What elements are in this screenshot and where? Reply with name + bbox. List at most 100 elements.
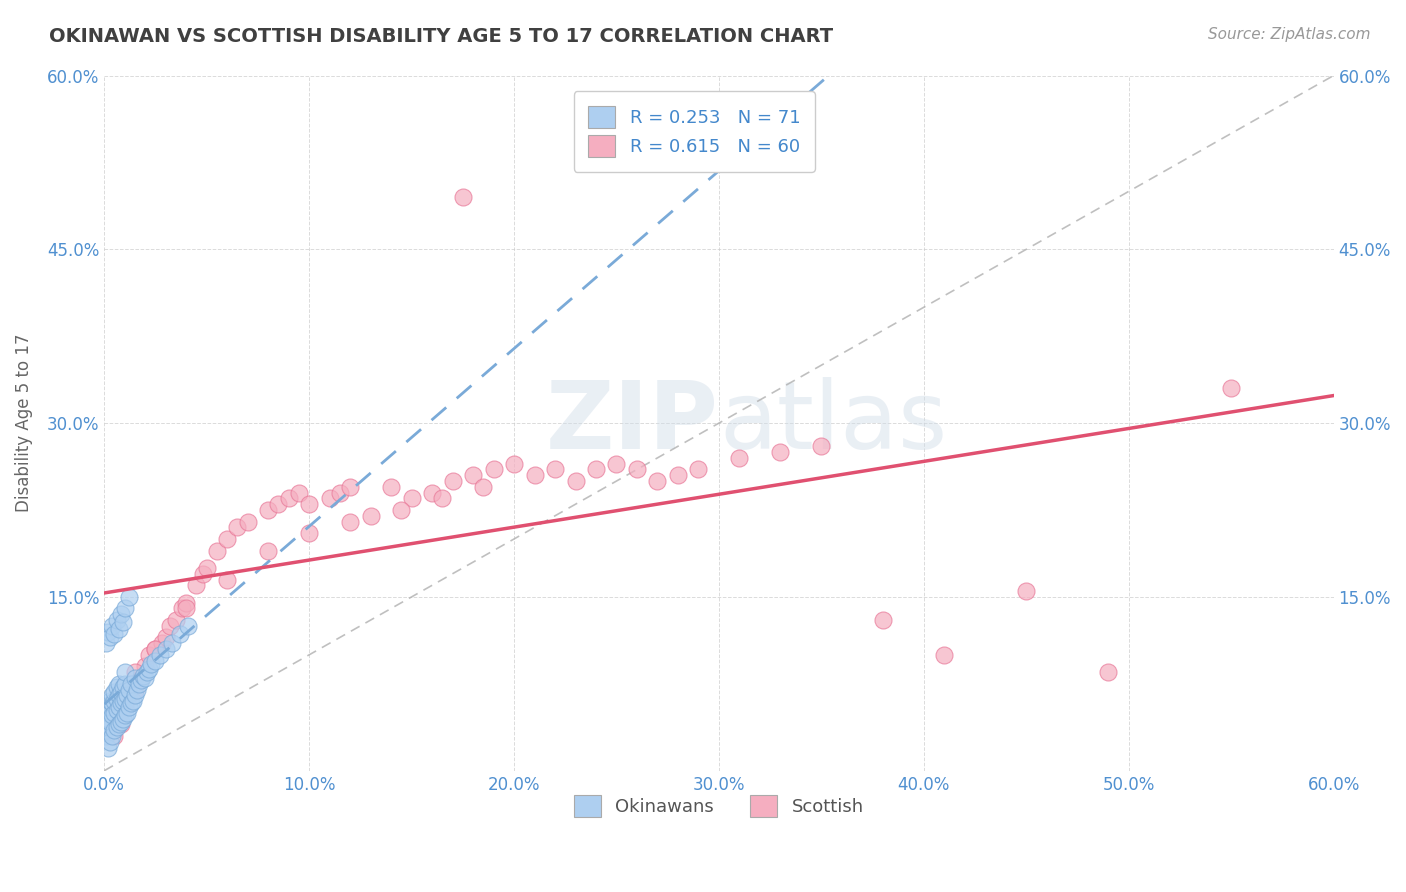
Point [389, 503, 412, 517]
Point [150, 636, 173, 650]
Point [103, 723, 125, 738]
Point [155, 642, 177, 657]
Point [191, 566, 214, 581]
Point [186, 578, 208, 592]
Point [564, 474, 586, 488]
Point [111, 712, 134, 726]
Point [129, 673, 152, 688]
Point [105, 703, 128, 717]
Point [96, 636, 118, 650]
Point [451, 190, 474, 204]
Point [148, 648, 170, 662]
Point [107, 717, 129, 731]
Point [100, 694, 122, 708]
Point [105, 691, 128, 706]
Point [277, 491, 299, 506]
Point [769, 445, 792, 459]
Point [103, 729, 125, 743]
Point [174, 596, 197, 610]
Point [155, 631, 177, 645]
Point [132, 668, 155, 682]
Point [585, 462, 607, 476]
Point [110, 717, 132, 731]
Point [97, 624, 120, 639]
Point [666, 468, 689, 483]
Point [267, 497, 290, 511]
Point [110, 714, 132, 729]
Point [165, 613, 187, 627]
Point [174, 601, 197, 615]
Point [97, 740, 120, 755]
Point [159, 619, 181, 633]
Point [105, 613, 128, 627]
Point [138, 662, 160, 676]
Point [236, 515, 259, 529]
Point [111, 694, 134, 708]
Point [124, 671, 146, 685]
Point [110, 685, 132, 699]
Point [544, 462, 567, 476]
Point [523, 468, 546, 483]
Point [111, 615, 134, 630]
Point [120, 677, 142, 691]
Point [1097, 665, 1119, 680]
Point [257, 543, 280, 558]
Point [101, 708, 124, 723]
Point [114, 708, 136, 723]
Point [128, 677, 150, 691]
Point [329, 485, 352, 500]
Point [934, 648, 956, 662]
Point [97, 706, 120, 720]
Point [169, 627, 191, 641]
Point [125, 682, 148, 697]
Point [360, 508, 382, 523]
Point [401, 491, 423, 506]
Point [114, 601, 136, 615]
Point [118, 590, 141, 604]
Point [339, 515, 361, 529]
Point [110, 697, 132, 711]
Point [145, 642, 167, 657]
Point [124, 689, 146, 703]
Point [298, 526, 321, 541]
Legend: Okinawans, Scottish: Okinawans, Scottish [567, 788, 872, 824]
Point [122, 694, 145, 708]
Point [111, 680, 134, 694]
Point [226, 520, 249, 534]
Point [288, 485, 311, 500]
Point [160, 636, 183, 650]
Point [441, 474, 464, 488]
Point [101, 619, 124, 633]
Point [100, 700, 122, 714]
Point [1015, 584, 1038, 599]
Text: OKINAWAN VS SCOTTISH DISABILITY AGE 5 TO 17 CORRELATION CHART: OKINAWAN VS SCOTTISH DISABILITY AGE 5 TO… [49, 27, 834, 45]
Text: atlas: atlas [718, 377, 948, 469]
Point [100, 735, 122, 749]
Point [115, 689, 138, 703]
Point [503, 457, 526, 471]
Point [115, 706, 138, 720]
Point [339, 480, 361, 494]
Point [97, 720, 120, 734]
Point [118, 700, 141, 714]
Point [177, 619, 200, 633]
Point [134, 671, 156, 685]
Point [107, 677, 129, 691]
Point [688, 462, 710, 476]
Point [134, 659, 156, 673]
Point [120, 697, 142, 711]
Text: Source: ZipAtlas.com: Source: ZipAtlas.com [1208, 27, 1371, 42]
Point [728, 450, 751, 465]
Point [129, 671, 152, 685]
Point [103, 627, 125, 641]
Point [482, 462, 505, 476]
Point [107, 700, 129, 714]
Point [145, 642, 167, 657]
Point [432, 491, 454, 506]
Point [105, 680, 128, 694]
Point [96, 717, 118, 731]
Point [461, 468, 484, 483]
Point [217, 532, 239, 546]
Point [100, 631, 122, 645]
Point [96, 723, 118, 738]
